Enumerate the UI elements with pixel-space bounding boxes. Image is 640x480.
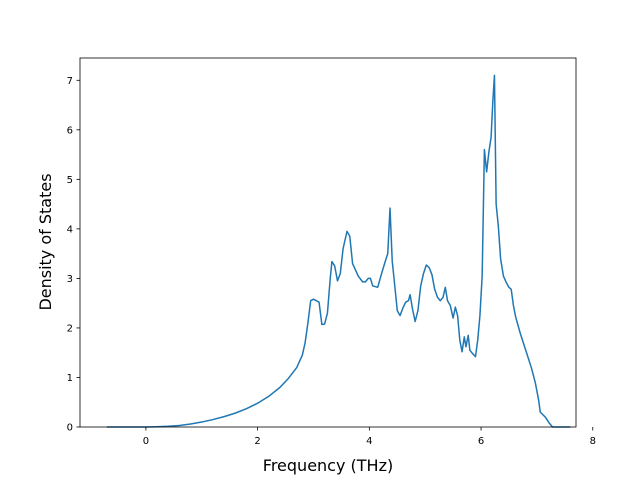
- y-tick-label: 6: [67, 125, 73, 136]
- y-tick-label: 3: [67, 274, 73, 285]
- x-tick-label: 4: [366, 436, 372, 447]
- series-line-0: [106, 74, 571, 428]
- x-axis-label: Frequency (THz): [263, 456, 393, 475]
- plot-area: [79, 57, 577, 428]
- y-tick-label: 1: [67, 373, 73, 384]
- x-axis: 0 2 4 6 8: [143, 427, 596, 447]
- x-tick-label: 0: [143, 436, 149, 447]
- x-tick-label: 6: [478, 436, 484, 447]
- y-tick-label: 5: [67, 175, 73, 186]
- plot-frame: [79, 57, 577, 428]
- y-axis: 0 1 2 3 4 5 6 7: [67, 76, 80, 434]
- x-tick-label: 2: [254, 436, 260, 447]
- y-tick-label: 4: [67, 224, 73, 235]
- y-axis-label: Density of States: [36, 173, 55, 310]
- y-tick-label: 7: [67, 76, 73, 87]
- x-tick-label: 8: [590, 436, 596, 447]
- y-tick-label: 2: [67, 324, 73, 335]
- y-tick-label: 0: [67, 423, 73, 434]
